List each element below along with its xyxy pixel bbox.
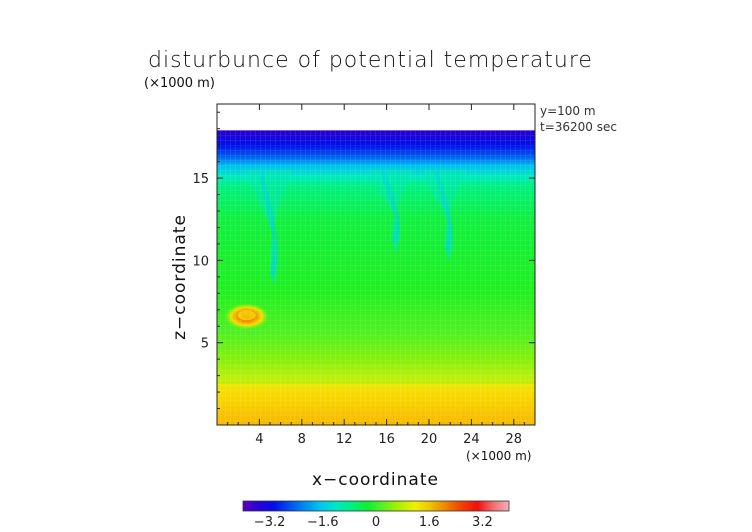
x-tick-label-12: 12 — [336, 432, 353, 447]
y-axis-multiplier: (×1000 m) — [144, 76, 215, 91]
x-tick-label-4: 4 — [255, 432, 263, 447]
colorbar: −3.2 −1.6 0 1.6 3.2 — [242, 500, 510, 530]
colorbar-bar — [242, 500, 510, 512]
plot-area — [217, 130, 535, 425]
x-tick-label-20: 20 — [421, 432, 438, 447]
annotation-y-position: y=100 m — [540, 104, 596, 118]
y-tick-label-15: 15 — [192, 172, 209, 187]
x-axis-multiplier: (×1000 m) — [466, 449, 532, 463]
colorbar-tick-label-1: −1.6 — [307, 515, 339, 530]
annotation-time: t=36200 sec — [540, 120, 617, 134]
x-axis-label: x−coordinate — [312, 470, 439, 490]
x-tick-label-16: 16 — [378, 432, 395, 447]
colorbar-tick-label-3: 1.6 — [419, 515, 440, 530]
y-tick-label-5: 5 — [201, 337, 209, 352]
grid-texture — [217, 130, 535, 425]
x-tick-label-8: 8 — [298, 432, 306, 447]
x-tick-label-24: 24 — [463, 432, 480, 447]
colorbar-tick-label-4: 3.2 — [472, 515, 493, 530]
x-tick-label-28: 28 — [506, 432, 523, 447]
axes: 4 8 12 16 20 24 28 5 10 15 — [192, 103, 536, 447]
y-tick-label-10: 10 — [192, 254, 209, 269]
colorbar-tick-label-2: 0 — [372, 515, 380, 530]
colorbar-tick-label-0: −3.2 — [254, 515, 286, 530]
chart-title: disturbunce of potential temperature — [148, 48, 593, 73]
